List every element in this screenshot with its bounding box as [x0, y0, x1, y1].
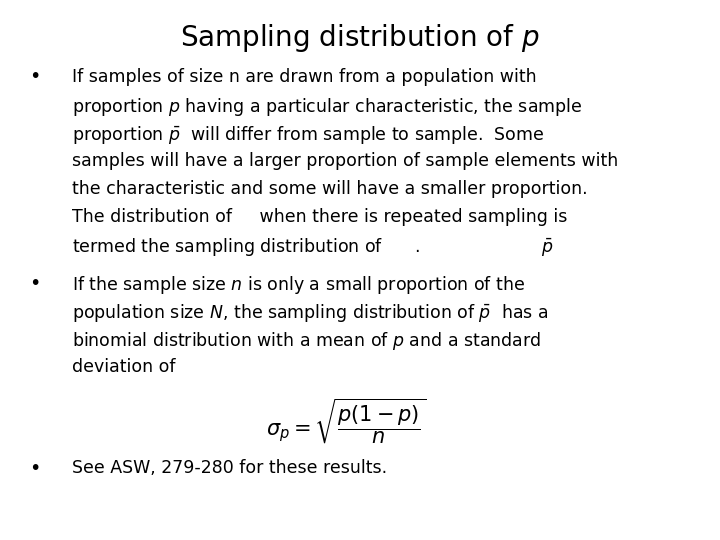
Text: If the sample size $n$ is only a small proportion of the: If the sample size $n$ is only a small p… [72, 274, 526, 296]
Text: •: • [29, 459, 40, 478]
Text: If samples of size n are drawn from a population with: If samples of size n are drawn from a po… [72, 68, 536, 85]
Text: the characteristic and some will have a smaller proportion.: the characteristic and some will have a … [72, 180, 588, 198]
Text: Sampling distribution of $\mathit{p}$: Sampling distribution of $\mathit{p}$ [180, 22, 540, 53]
Text: termed the sampling distribution of      .                      $\bar{p}$: termed the sampling distribution of . $\… [72, 236, 554, 258]
Text: samples will have a larger proportion of sample elements with: samples will have a larger proportion of… [72, 152, 618, 170]
Text: proportion $\bar{p}$  will differ from sample to sample.  Some: proportion $\bar{p}$ will differ from sa… [72, 124, 544, 146]
Text: $\sigma_{p} = \sqrt{\dfrac{p(1-p)}{n}}$: $\sigma_{p} = \sqrt{\dfrac{p(1-p)}{n}}$ [266, 397, 426, 446]
Text: deviation of: deviation of [72, 358, 176, 376]
Text: population size $N$, the sampling distribution of $\bar{p}$  has a: population size $N$, the sampling distri… [72, 302, 548, 324]
Text: See ASW, 279-280 for these results.: See ASW, 279-280 for these results. [72, 459, 387, 477]
Text: •: • [29, 68, 40, 86]
Text: binomial distribution with a mean of $p$ and a standard: binomial distribution with a mean of $p$… [72, 330, 541, 352]
Text: •: • [29, 274, 40, 293]
Text: The distribution of     when there is repeated sampling is: The distribution of when there is repeat… [72, 208, 567, 226]
Text: proportion $p$ having a particular characteristic, the sample: proportion $p$ having a particular chara… [72, 96, 582, 118]
